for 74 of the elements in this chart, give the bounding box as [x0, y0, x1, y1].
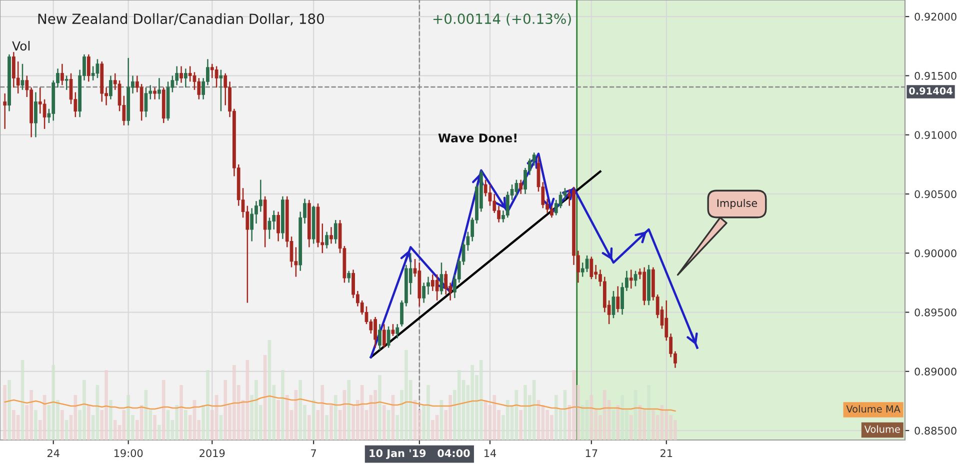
candlestick [3, 92, 7, 130]
y-tick-label: 0.90500 [914, 190, 956, 198]
candlestick [386, 326, 390, 348]
y-tick-label: 0.89500 [914, 308, 956, 316]
candlestick [258, 179, 262, 212]
line-series [370, 152, 698, 358]
candlestick [197, 77, 201, 100]
x-tick-label: 17 [586, 449, 598, 457]
candlestick [629, 269, 633, 290]
candlestick [214, 66, 218, 88]
candlestick [96, 58, 100, 79]
candlestick [20, 63, 24, 91]
y-tick-label: 0.90000 [914, 249, 956, 258]
candlestick [60, 63, 64, 86]
candlestick [440, 262, 444, 296]
candlestick [276, 211, 280, 242]
candlestick [422, 282, 426, 304]
candlestick [532, 152, 536, 166]
x-tick-label: 19:00 [114, 449, 143, 458]
candlestick [612, 290, 616, 319]
candlestick [519, 179, 523, 195]
text: Volume [864, 425, 900, 433]
x-tick-label: 24 [48, 449, 60, 457]
candlestick [91, 66, 95, 82]
text: +0.00114 (+0.13%) [433, 13, 571, 26]
candlestick [325, 231, 328, 250]
candlestick [396, 323, 400, 339]
y-tick-label: 0.89000 [914, 368, 956, 376]
candlestick [378, 323, 382, 351]
candlestick [180, 66, 183, 84]
candlestick [634, 270, 638, 287]
candlestick [250, 208, 254, 242]
candlestick [558, 190, 562, 209]
x-tick-label: 10 Jan '19 04:00 [370, 449, 470, 460]
y-tick-label: 0.91000 [914, 131, 956, 139]
x-tick-label: 7 [311, 449, 316, 457]
bar [52, 365, 56, 440]
candlestick [153, 86, 156, 100]
candlestick [590, 256, 594, 280]
ref-line-label: 0.91404 [909, 87, 952, 95]
x-tick-label: 14 [484, 449, 496, 457]
candlestick [140, 83, 144, 122]
annotation: Wave Done! [438, 134, 516, 142]
candlestick [334, 219, 338, 244]
candlestick [268, 217, 272, 240]
candlestick [184, 68, 188, 88]
candlestick [64, 75, 68, 91]
annotation: Impulse [717, 198, 758, 210]
y-tick-label: 0.91500 [914, 72, 956, 80]
candlestick [86, 54, 90, 82]
candlestick [16, 60, 20, 94]
candlestick [42, 98, 46, 130]
x-tick-label: 21 [660, 449, 672, 457]
candlestick [109, 75, 112, 100]
candlestick [347, 270, 351, 284]
y-tick-label: 0.92000 [914, 12, 956, 21]
candlestick [616, 286, 620, 313]
text: Volume MA [846, 405, 900, 413]
candlestick [585, 254, 589, 273]
candlestick [435, 274, 439, 302]
candlestick [219, 69, 223, 112]
candlestick [34, 92, 38, 138]
chart-title: Vol [12, 40, 30, 51]
candlestick [330, 226, 333, 244]
candlestick [144, 86, 148, 118]
candlestick [391, 323, 395, 337]
candlestick [382, 323, 386, 348]
text: New Zealand Dollar/Canadian Dollar, 180 [38, 13, 324, 26]
x-tick-label: 2019 [200, 449, 225, 458]
y-tick-label: 0.88500 [914, 426, 956, 435]
candlestick [192, 72, 196, 91]
candlestick [158, 77, 161, 100]
candlestick [514, 179, 518, 197]
candlestick [188, 66, 192, 82]
